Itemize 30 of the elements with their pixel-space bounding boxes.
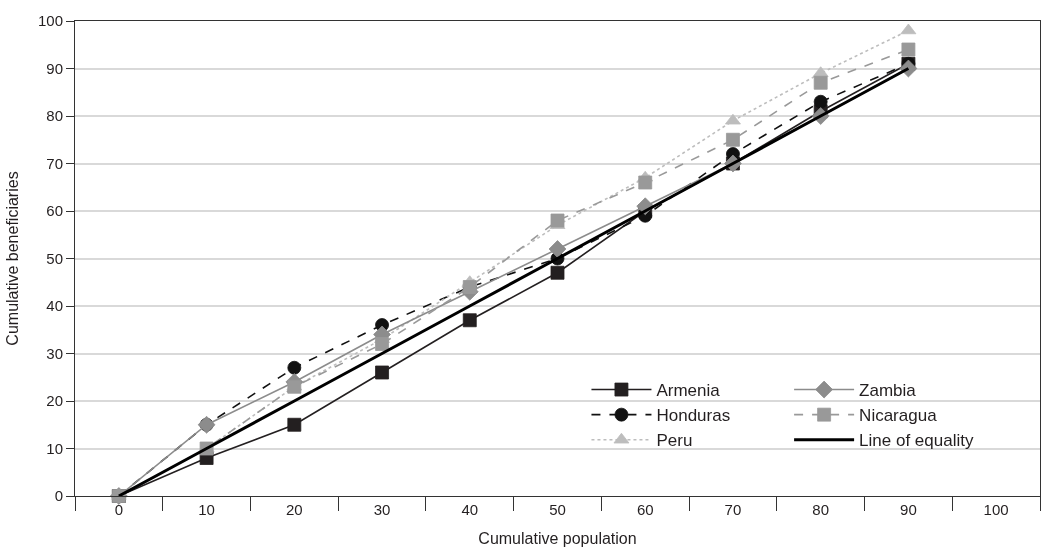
x-axis-title: Cumulative population	[478, 529, 637, 547]
y-tick-label: 50	[46, 249, 63, 267]
x-tick-label: 50	[549, 501, 566, 518]
legend-label: Peru	[656, 431, 693, 451]
x-tick-label: 10	[198, 501, 215, 518]
legend-label: Line of equality	[859, 431, 974, 451]
y-tick-label: 40	[46, 297, 63, 315]
y-tick-label: 90	[46, 59, 63, 77]
y-tick-label: 30	[46, 344, 63, 362]
x-tick-label: 100	[983, 501, 1009, 518]
x-tick-label: 40	[461, 501, 479, 518]
x-tick-label: 80	[812, 501, 830, 518]
x-tick-label: 90	[900, 501, 917, 518]
y-axis-title: Cumulative beneficiaries	[3, 171, 21, 346]
legend-label: Nicaragua	[859, 406, 938, 426]
y-tick-label: 60	[46, 202, 63, 220]
y-tick-label: 0	[54, 487, 63, 505]
legend-label: Honduras	[656, 406, 731, 426]
y-tick-label: 70	[46, 154, 63, 172]
x-tick-label: 60	[636, 501, 654, 518]
y-tick-label: 80	[46, 107, 63, 125]
y-tick-label: 100	[37, 12, 63, 30]
x-tick-label: 30	[373, 501, 391, 518]
x-tick-label: 0	[114, 501, 124, 518]
legend-label: Armenia	[656, 381, 721, 401]
legend-label: Zambia	[859, 381, 917, 401]
x-tick-label: 70	[724, 501, 742, 518]
y-tick-label: 10	[46, 439, 63, 457]
y-tick-label: 20	[46, 392, 63, 410]
x-tick-label: 20	[285, 501, 303, 518]
